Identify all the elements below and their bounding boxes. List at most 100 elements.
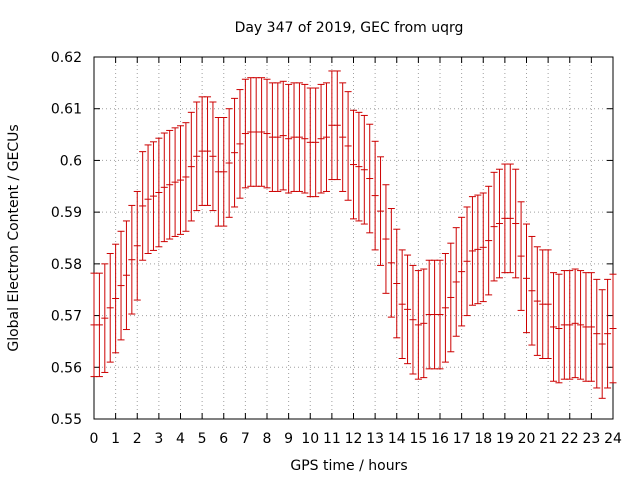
x-tick-labels: 0 1 2 3 4 5 6 7 8 9 10 11 12 13 14 15 16 17 18 19 20 21 22 23 24 xyxy=(90,431,622,447)
x-tick-label: 0 xyxy=(90,431,99,447)
error-bar-point xyxy=(155,137,163,248)
error-bar-point xyxy=(436,259,444,370)
x-tick-label: 16 xyxy=(431,431,449,447)
x-tick-label: 1 xyxy=(111,431,120,447)
x-tick-label: 24 xyxy=(604,431,622,447)
y-tick-label: 0.56 xyxy=(51,360,82,376)
error-bar-point xyxy=(604,278,612,389)
x-tick-label: 12 xyxy=(345,431,363,447)
y-tick-label: 0.58 xyxy=(51,257,82,273)
error-bar-point xyxy=(420,268,428,379)
y-tick-labels: 0.55 0.56 0.57 0.58 0.59 0.6 0.61 0.62 xyxy=(51,50,82,428)
y-tick-label: 0.61 xyxy=(51,102,82,118)
error-bar-point xyxy=(512,168,520,279)
error-bar-point xyxy=(144,144,152,255)
error-bar-point xyxy=(506,163,514,274)
chart-title: Day 347 of 2019, GEC from uqrg xyxy=(235,20,464,36)
error-bar-point xyxy=(404,254,412,365)
error-bar-point xyxy=(533,246,541,356)
error-bar-point xyxy=(393,228,401,339)
error-bar-point xyxy=(339,82,347,192)
x-tick-label: 14 xyxy=(388,431,406,447)
error-bar-point xyxy=(241,78,249,189)
error-bar-point xyxy=(344,91,352,201)
x-tick-label: 3 xyxy=(154,431,163,447)
error-bar-point xyxy=(479,192,487,303)
error-bar-point xyxy=(490,171,498,282)
error-bar-point xyxy=(160,132,168,243)
error-bar-point xyxy=(414,270,422,380)
error-bar-point xyxy=(528,235,536,346)
x-tick-label: 4 xyxy=(176,431,185,447)
x-tick-label: 13 xyxy=(366,431,384,447)
x-axis-label: GPS time / hours xyxy=(290,458,407,474)
error-bar-point xyxy=(149,141,157,251)
error-bar-point xyxy=(117,230,125,341)
error-bar-point xyxy=(182,122,190,232)
error-bar-point xyxy=(350,109,357,220)
y-tick-label: 0.55 xyxy=(51,412,82,428)
error-bar-point xyxy=(587,272,595,382)
x-tick-label: 15 xyxy=(409,431,427,447)
error-bar-point xyxy=(555,273,563,384)
error-bar-point xyxy=(101,263,109,373)
error-bar-point xyxy=(258,77,266,187)
error-bar-point xyxy=(593,278,601,389)
error-bar-point xyxy=(236,89,244,199)
error-bar-point xyxy=(285,83,293,194)
error-bar-point xyxy=(550,272,558,382)
error-bar-point xyxy=(204,96,212,206)
x-tick-label: 22 xyxy=(561,431,579,447)
error-bar-point xyxy=(517,201,525,311)
error-bar-point xyxy=(447,242,455,353)
error-bar-point xyxy=(112,243,120,354)
error-bar-point xyxy=(317,83,325,194)
error-bar-point xyxy=(128,204,136,315)
error-bar-point xyxy=(312,87,320,198)
x-tick-label: 19 xyxy=(496,431,514,447)
error-bar-point xyxy=(577,270,585,380)
error-bar-point xyxy=(301,83,309,194)
error-bar-point xyxy=(355,111,363,222)
error-bar-point xyxy=(263,78,271,189)
error-bar-point xyxy=(279,80,287,191)
y-tick-label: 0.59 xyxy=(51,205,82,221)
error-bar-point xyxy=(193,101,201,212)
error-bar-point xyxy=(274,82,282,192)
x-tick-label: 9 xyxy=(284,431,293,447)
error-bar-point xyxy=(231,97,239,208)
x-tick-label: 2 xyxy=(133,431,142,447)
error-bar-point xyxy=(139,151,147,261)
error-bar-point xyxy=(209,101,217,212)
series-errorbars xyxy=(90,70,617,399)
error-bar-point xyxy=(371,140,379,251)
error-bar-point xyxy=(106,253,114,363)
x-tick-label: 10 xyxy=(301,431,319,447)
x-tick-label: 6 xyxy=(219,431,228,447)
error-bar-point xyxy=(333,70,341,181)
error-bar-point xyxy=(382,184,390,294)
x-tick-label: 7 xyxy=(241,431,250,447)
y-tick-label: 0.6 xyxy=(60,153,82,169)
x-tick-label: 5 xyxy=(198,431,207,447)
y-tick-label: 0.57 xyxy=(51,309,82,325)
error-bar-point xyxy=(398,249,406,359)
x-tick-label: 11 xyxy=(323,431,341,447)
error-bar-point xyxy=(441,253,449,363)
error-bar-point xyxy=(295,82,303,192)
error-bar-point xyxy=(387,208,395,318)
error-bar-point xyxy=(463,206,471,317)
x-tick-label: 8 xyxy=(263,431,272,447)
error-bar-point xyxy=(187,111,195,222)
x-tick-label: 20 xyxy=(518,431,536,447)
error-bar-point xyxy=(122,220,130,331)
error-bar-point xyxy=(566,270,574,380)
error-bar-point xyxy=(458,216,466,327)
error-bar-point xyxy=(495,168,503,279)
y-axis-label: Global Electron Content / GECUs xyxy=(6,124,22,351)
x-tick-label: 21 xyxy=(539,431,557,447)
error-bar-point xyxy=(474,194,482,305)
x-tick-label: 18 xyxy=(474,431,492,447)
